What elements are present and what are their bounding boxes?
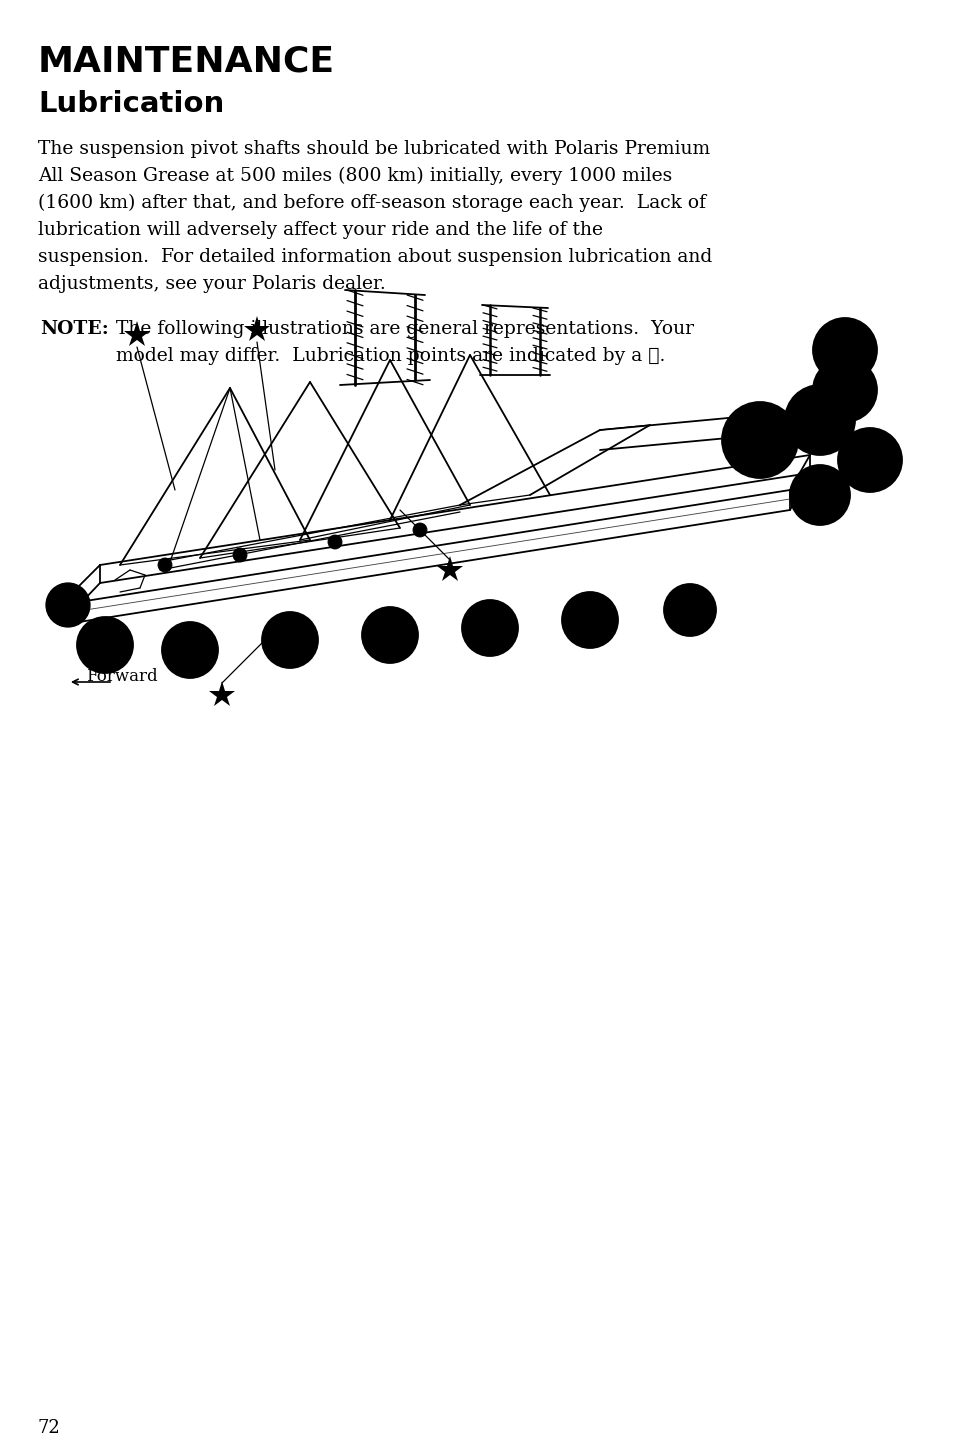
Circle shape [826, 332, 862, 368]
Circle shape [374, 619, 406, 651]
Circle shape [812, 358, 876, 422]
Text: All Season Grease at 500 miles (800 km) initially, every 1000 miles: All Season Grease at 500 miles (800 km) … [38, 167, 672, 185]
Circle shape [800, 400, 840, 441]
Circle shape [385, 630, 395, 640]
Circle shape [185, 646, 194, 654]
Circle shape [851, 442, 887, 478]
Text: Forward: Forward [86, 667, 157, 685]
Circle shape [484, 622, 495, 632]
Circle shape [173, 634, 206, 666]
Text: adjustments, see your Polaris dealer.: adjustments, see your Polaris dealer. [38, 275, 385, 294]
Circle shape [789, 465, 849, 525]
Circle shape [262, 612, 317, 667]
Circle shape [812, 318, 876, 382]
Text: model may differ.  Lubrication points are indicated by a ★.: model may differ. Lubrication points are… [116, 348, 664, 365]
Circle shape [416, 526, 422, 534]
Circle shape [332, 539, 337, 545]
Circle shape [56, 593, 80, 616]
Circle shape [684, 605, 695, 615]
Text: suspension.  For detailed information about suspension lubrication and: suspension. For detailed information abo… [38, 249, 712, 266]
Circle shape [100, 640, 110, 650]
Circle shape [561, 592, 618, 648]
Text: lubrication will adversely affect your ride and the life of the: lubrication will adversely affect your r… [38, 221, 602, 238]
Circle shape [574, 603, 605, 635]
Circle shape [236, 553, 243, 558]
Circle shape [413, 523, 427, 537]
Circle shape [863, 454, 875, 465]
Circle shape [721, 401, 797, 478]
Text: NOTE:: NOTE: [40, 320, 109, 337]
Text: Lubrication: Lubrication [38, 90, 224, 118]
Text: MAINTENANCE: MAINTENANCE [38, 45, 335, 79]
Circle shape [675, 595, 704, 625]
Circle shape [162, 622, 218, 678]
Circle shape [328, 535, 341, 550]
Circle shape [838, 384, 850, 395]
Text: (1600 km) after that, and before off-season storage each year.  Lack of: (1600 km) after that, and before off-sea… [38, 193, 705, 212]
Text: 72: 72 [38, 1419, 61, 1437]
Circle shape [46, 583, 90, 627]
Circle shape [802, 478, 836, 512]
Circle shape [162, 563, 168, 569]
Circle shape [274, 624, 306, 656]
Circle shape [663, 585, 716, 635]
Circle shape [584, 615, 595, 625]
Circle shape [361, 606, 417, 663]
Circle shape [813, 489, 825, 502]
Text: The suspension pivot shafts should be lubricated with Polaris Premium: The suspension pivot shafts should be lu… [38, 140, 709, 158]
Circle shape [837, 427, 901, 491]
Circle shape [461, 601, 517, 656]
Circle shape [158, 558, 172, 571]
Circle shape [77, 616, 132, 673]
Circle shape [738, 417, 781, 462]
Circle shape [813, 414, 825, 426]
Circle shape [784, 385, 854, 455]
Circle shape [474, 612, 505, 644]
Circle shape [233, 548, 247, 563]
Text: The following illustrations are general representations.  Your: The following illustrations are general … [116, 320, 693, 337]
Circle shape [826, 372, 862, 409]
Circle shape [753, 433, 765, 446]
Circle shape [64, 601, 71, 609]
Circle shape [838, 345, 850, 356]
Circle shape [89, 630, 121, 662]
Circle shape [285, 635, 294, 646]
